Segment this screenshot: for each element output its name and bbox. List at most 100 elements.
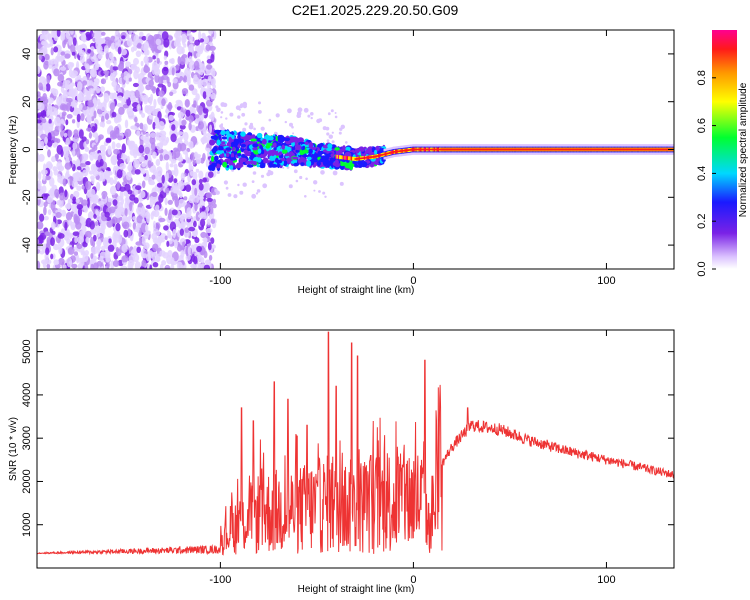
heatmap-sparse-cell: [293, 169, 298, 174]
heatmap-noise-cell: [210, 237, 215, 245]
heatmap-noise-cell: [54, 116, 61, 127]
heatmap-noise-cell: [208, 45, 216, 51]
heatmap-noise-cell: [39, 86, 44, 91]
heatmap-noise-cell: [117, 234, 122, 244]
heatmap-band-cell: [284, 137, 291, 142]
heatmap-noise-cell: [151, 210, 156, 216]
heatmap-noise-cell: [184, 227, 190, 234]
heatmap-noise-cell: [167, 199, 173, 205]
heatmap-noise-cell: [167, 230, 172, 239]
heatmap-noise-cell: [122, 221, 130, 230]
heatmap-noise-cell: [53, 259, 60, 266]
heatmap-sparse-cell: [225, 186, 229, 190]
heatmap-noise-cell: [144, 154, 148, 161]
heatmap-x-tick-label: -100: [209, 275, 231, 287]
heatmap-sparse-cell: [332, 170, 338, 176]
heatmap-noise-cell: [136, 104, 141, 112]
heatmap-sparse-cell: [320, 170, 325, 175]
heatmap-noise-cell: [69, 175, 73, 186]
heatmap-noise-cell: [62, 146, 69, 152]
heatmap-band-cell: [211, 162, 217, 168]
heatmap-noise-cell: [76, 113, 81, 123]
heatmap-sparse-cell: [338, 131, 342, 135]
heatmap-noise-cell: [208, 171, 214, 179]
heatmap-y-tick-label: 40: [21, 48, 33, 60]
heatmap-noise-cell: [90, 68, 97, 78]
heatmap-noise-cell: [194, 152, 198, 158]
heatmap-noise-cell: [57, 233, 65, 239]
heatmap-noise-cell: [197, 262, 202, 269]
heatmap-noise-cell: [165, 161, 169, 172]
heatmap-noise-cell: [53, 107, 59, 117]
heatmap-noise-cell: [38, 54, 43, 61]
heatmap-noise-cell: [176, 261, 183, 269]
heatmap-noise-cell: [185, 156, 191, 164]
heatmap-noise-cell: [163, 154, 170, 161]
heatmap-noise-cell: [181, 33, 187, 39]
heatmap-noise-cell: [66, 229, 70, 236]
heatmap-noise-cell: [127, 164, 133, 172]
heatmap-noise-cell: [37, 51, 43, 56]
heatmap-sparse-cell: [331, 131, 334, 134]
heatmap-noise-cell: [146, 105, 153, 115]
heatmap-noise-cell: [152, 55, 156, 60]
heatmap-band-cell: [334, 147, 340, 151]
heatmap-noise-cell: [88, 102, 95, 108]
heatmap-band-cell: [249, 152, 255, 160]
heatmap-noise-cell: [202, 91, 207, 100]
heatmap-sparse-cell: [220, 123, 224, 126]
heatmap-noise-cell: [72, 37, 77, 46]
heatmap-noise-cell: [53, 244, 60, 251]
heatmap-noise-cell: [189, 34, 193, 44]
heatmap-noise-cell: [151, 174, 156, 180]
colorbar-tick-label: 0.6: [696, 118, 708, 133]
heatmap-noise-cell: [115, 142, 121, 149]
heatmap-noise-cell: [103, 70, 110, 75]
heatmap-noise-cell: [112, 260, 120, 267]
heatmap-noise-cell: [82, 80, 88, 86]
heatmap-noise-cell: [103, 45, 109, 54]
heatmap-noise-cell: [94, 64, 99, 71]
heatmap-sparse-cell: [275, 113, 280, 118]
heatmap-noise-cell: [150, 93, 154, 103]
heatmap-noise-cell: [194, 114, 200, 119]
heatmap-noise-cell: [130, 90, 135, 96]
heatmap-band-cell: [345, 146, 351, 152]
heatmap-noise-cell: [184, 99, 190, 108]
heatmap-noise-cell: [155, 158, 161, 167]
heatmap-sparse-cell: [216, 107, 221, 113]
heatmap-noise-cell: [132, 82, 139, 88]
heatmap-noise-cell: [93, 213, 97, 219]
heatmap-noise-cell: [84, 31, 92, 41]
heatmap-noise-cell: [115, 30, 119, 35]
heatmap-noise-cell: [179, 76, 184, 81]
snr-panel: -100 0 100 1000 2000 3000 4000 5000 Height of s…: [8, 329, 675, 595]
heatmap-noise-cell: [185, 109, 191, 117]
heatmap-noise-cell: [145, 224, 149, 232]
heatmap-noise-cell: [169, 221, 177, 232]
heatmap-noise-cell: [113, 126, 120, 135]
heatmap-noise-cell: [165, 172, 169, 182]
heatmap-noise-cell: [182, 241, 186, 247]
heatmap-noise-cell: [41, 193, 48, 201]
heatmap-noise-cell: [205, 192, 212, 199]
heatmap-noise-cell: [104, 211, 110, 218]
snr-y-tick-label: 4000: [21, 383, 33, 407]
heatmap-noise-cell: [44, 60, 49, 66]
heatmap-noise-cell: [57, 81, 64, 87]
heatmap-sparse-cell: [288, 184, 293, 189]
heatmap-sparse-cell: [289, 122, 293, 127]
heatmap-band-cell: [238, 138, 245, 144]
heatmap-noise-cell: [141, 259, 147, 268]
heatmap-noise-cell: [88, 132, 92, 139]
heatmap-noise-cell: [64, 53, 71, 59]
heatmap-noise-cell: [138, 156, 145, 163]
heatmap-noise-cell: [199, 79, 203, 89]
heatmap-noise-cell: [155, 204, 160, 211]
heatmap-sparse-cell: [258, 101, 261, 105]
heatmap-sparse-cell: [313, 189, 316, 192]
heatmap-noise-cell: [209, 124, 213, 134]
heatmap-sparse-cell: [291, 125, 294, 129]
heatmap-noise-cell: [79, 104, 83, 111]
